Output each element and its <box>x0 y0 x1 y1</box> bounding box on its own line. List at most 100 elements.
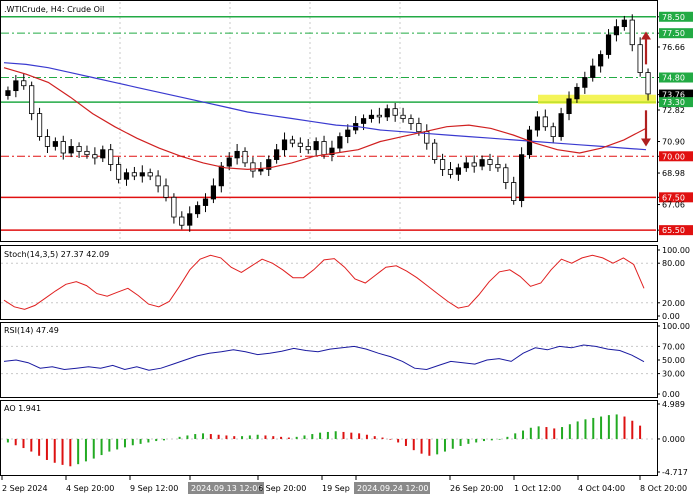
candle-body <box>139 172 145 177</box>
candle-body <box>629 19 635 46</box>
candle-body <box>250 162 256 172</box>
candle-body <box>558 113 564 137</box>
candle <box>281 132 288 157</box>
candle <box>455 163 461 181</box>
highlight-zone-layer <box>538 94 656 104</box>
candle-body <box>195 205 201 215</box>
time-tick-label: 1 Oct 12:00 <box>514 484 561 493</box>
rsi-panel-border <box>0 322 658 398</box>
candle-body <box>337 136 343 149</box>
arrow-layer <box>641 31 651 147</box>
candle <box>274 143 280 164</box>
candle <box>5 86 11 100</box>
candle <box>637 37 643 77</box>
candle-body <box>258 169 264 172</box>
price-tag-label: 74.80 <box>662 74 685 83</box>
rsi-tick-label: 50.00 <box>662 356 685 365</box>
candle <box>84 145 90 159</box>
candle <box>629 14 635 52</box>
price-tag-label: 67.50 <box>662 193 685 202</box>
price-tick-label: 72.82 <box>662 106 685 115</box>
candle-body <box>171 196 177 218</box>
candle-body <box>495 164 501 169</box>
candle-body <box>84 150 90 156</box>
candle <box>590 58 596 82</box>
candle <box>187 206 193 232</box>
price-tick-label: 67.06 <box>662 201 685 210</box>
time-axis: 2 Sep 2024 4 Sep 20:00 9 Sep 12:00 2024.09.… <box>1 476 687 494</box>
stochastic-panel: Stoch(14,3,5) 27.37 42.09 <box>0 245 658 320</box>
candle <box>155 170 161 193</box>
candle-body <box>297 142 303 147</box>
candle <box>36 107 43 141</box>
candle-body <box>147 172 153 177</box>
candle-body <box>321 141 327 156</box>
ao-tick-label: 4.989 <box>662 400 685 409</box>
candle <box>92 147 98 165</box>
rsi-tick-label: 0.00 <box>662 390 680 399</box>
price-tag-label: 73.30 <box>662 98 685 107</box>
candle-body <box>131 172 137 177</box>
candle-body <box>376 114 382 118</box>
candle <box>558 107 564 141</box>
candle-body <box>582 77 588 88</box>
candle-body <box>605 34 612 55</box>
candle-body <box>76 146 82 152</box>
candle-body <box>68 146 74 154</box>
time-tick-label: 4 Oct 04:00 <box>578 484 625 493</box>
candle-body <box>108 149 114 165</box>
candle <box>60 135 66 160</box>
rsi-tick-label: 100.00 <box>662 322 690 331</box>
time-tick-label: 6 Sep 20:00 <box>258 484 306 493</box>
candle-body <box>479 159 485 167</box>
rsi-axis: 100.00 70.00 50.00 30.00 0.00 <box>657 322 690 399</box>
red-moving-average-line <box>3 67 647 171</box>
candle-body <box>36 113 43 137</box>
candle-body <box>368 114 375 119</box>
candle <box>202 193 209 213</box>
candle <box>353 116 359 135</box>
candle-body <box>163 185 169 198</box>
arrow-head <box>641 138 651 147</box>
rsi-panel: RSI(14) 47.49 <box>0 322 658 398</box>
price-tick-label: 68.98 <box>662 169 685 178</box>
candle-body <box>234 150 240 159</box>
candle <box>503 163 509 190</box>
candle-body <box>305 146 311 151</box>
candle <box>471 155 477 173</box>
stochastic-tick-label: 20.00 <box>662 299 685 308</box>
rsi-tick-label: 30.00 <box>662 370 685 379</box>
rsi-line <box>3 344 645 371</box>
price-tag-label: 73.76 <box>662 91 685 100</box>
candle <box>645 68 651 101</box>
rsi-title: RSI(14) 47.49 <box>4 326 59 335</box>
candle <box>337 132 343 153</box>
ao-tick-label: -4.717 <box>662 468 688 477</box>
candle <box>242 147 248 167</box>
stochastic-tick-label: 80.00 <box>662 259 685 268</box>
candle-body <box>29 85 35 115</box>
time-crosshair-label: 2024.09.24 12:00 <box>357 484 428 493</box>
candle-body <box>115 164 122 180</box>
candle <box>100 145 106 163</box>
price-tag <box>659 72 693 83</box>
highlight-zone <box>538 94 656 104</box>
price-panel-border <box>0 0 658 242</box>
candle <box>495 157 501 172</box>
stochastic-tick-label: 100.00 <box>662 246 690 255</box>
candle <box>408 114 414 131</box>
price-tag <box>659 192 693 203</box>
candle <box>566 91 572 121</box>
chart-title: .WTICrude, H4: Crude Oil <box>4 5 104 14</box>
candle <box>68 139 74 158</box>
candle-body <box>242 150 248 164</box>
ao-histogram <box>6 414 642 467</box>
candle <box>605 29 612 59</box>
candle-body <box>400 114 406 119</box>
candle-body <box>645 72 651 95</box>
time-crosshair-tag <box>354 482 430 494</box>
candle-body <box>266 159 272 170</box>
candle <box>392 102 398 122</box>
